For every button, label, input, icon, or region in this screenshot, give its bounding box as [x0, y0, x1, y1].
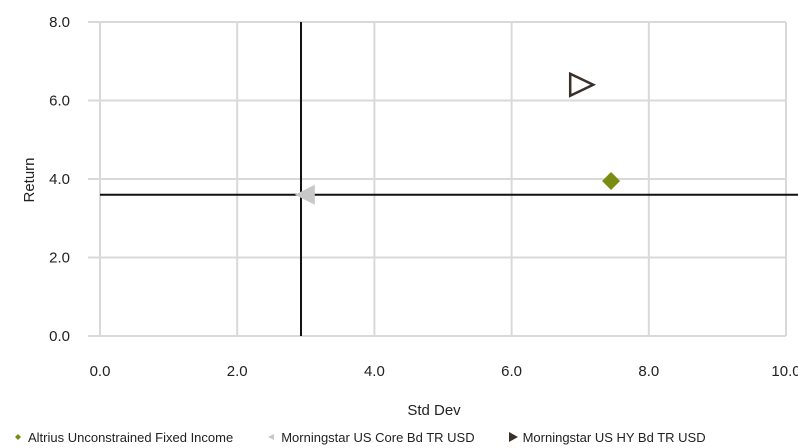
x-tick-label: 6.0 [501, 363, 522, 380]
reference-lines [100, 22, 798, 336]
grid-lines [88, 21, 787, 337]
y-tick-label: 2.0 [49, 250, 70, 267]
x-tick-labels: 0.0 2.0 4.0 6.0 8.0 10.0 [90, 363, 798, 380]
x-axis-title: Std Dev [407, 402, 461, 419]
legend-label: Morningstar US Core Bd TR USD [281, 429, 475, 445]
y-tick-label: 8.0 [49, 14, 70, 31]
legend-marker-icon [15, 434, 21, 440]
y-tick-label: 4.0 [49, 171, 70, 188]
legend-marker-icon [508, 432, 518, 442]
legend-item: Altrius Unconstrained Fixed Income [12, 430, 233, 445]
x-tick-label: 10.0 [771, 363, 798, 380]
legend-label: Morningstar US HY Bd TR USD [522, 429, 706, 445]
x-tick-label: 4.0 [364, 363, 385, 380]
data-points [294, 71, 621, 205]
y-tick-label: 0.0 [49, 328, 70, 345]
x-tick-label: 2.0 [227, 363, 248, 380]
y-tick-label: 6.0 [49, 93, 70, 110]
data-point-series-2 [294, 184, 315, 205]
data-point-series-3 [568, 71, 597, 98]
x-tick-label: 8.0 [638, 363, 659, 380]
legend-marker-icon [268, 434, 275, 440]
y-tick-labels: 0.0 2.0 4.0 6.0 8.0 [49, 14, 70, 345]
chart-legend: Altrius Unconstrained Fixed Income Mornin… [12, 428, 706, 446]
y-axis-title: Return [21, 157, 38, 202]
legend-label: Altrius Unconstrained Fixed Income [28, 429, 234, 445]
x-tick-label: 0.0 [90, 363, 111, 380]
legend-item: Morningstar US HY Bd TR USD [507, 430, 706, 445]
data-point-series-1 [602, 171, 621, 190]
legend-item: Morningstar US Core Bd TR USD [265, 429, 475, 445]
